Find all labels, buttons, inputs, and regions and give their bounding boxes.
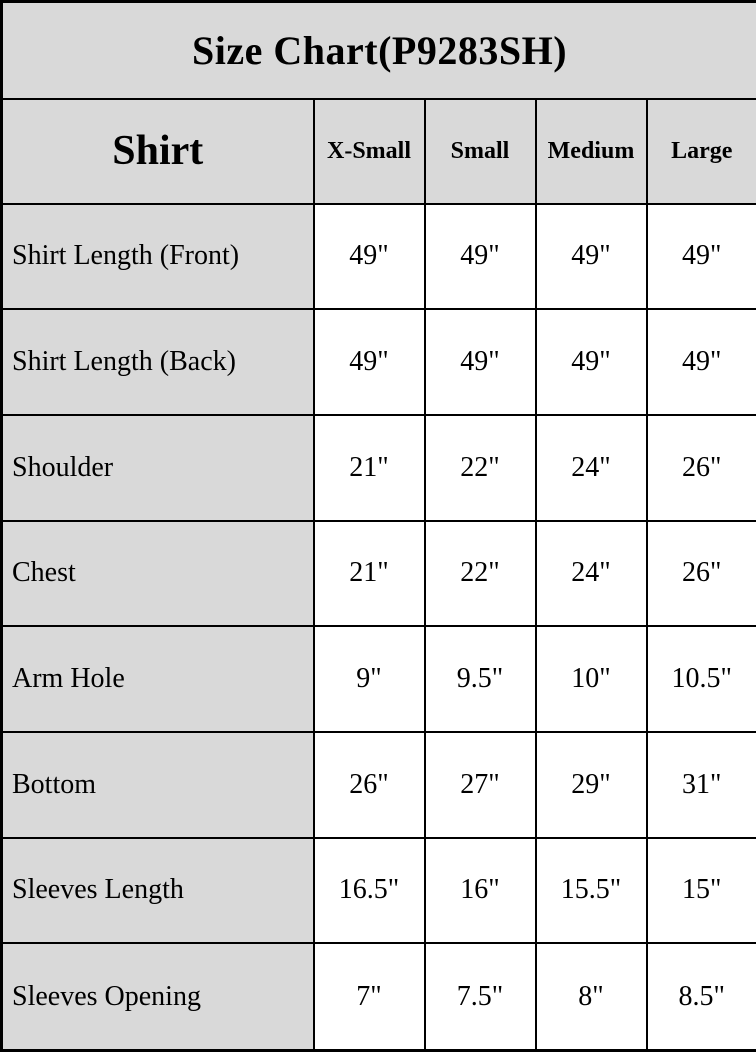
measurement-value: 8" <box>534 942 648 1052</box>
size-header-xsmall: X-Small <box>312 97 426 205</box>
measurement-label: Arm Hole <box>0 625 315 733</box>
header-row: Shirt X-Small Small Medium Large <box>0 97 756 205</box>
measurement-label: Shirt Length (Back) <box>0 308 315 416</box>
measurement-value: 49" <box>534 308 648 416</box>
measurement-value: 26" <box>312 730 426 839</box>
measurement-value: 22" <box>423 413 537 522</box>
measurement-value: 8.5" <box>645 942 756 1052</box>
measurement-value: 7.5" <box>423 942 537 1052</box>
table-row: Arm Hole 9" 9.5" 10" 10.5" <box>0 625 756 733</box>
table-row: Shirt Length (Front) 49" 49" 49" 49" <box>0 202 756 311</box>
measurement-label: Sleeves Opening <box>0 942 315 1052</box>
measurement-label: Chest <box>0 519 315 628</box>
measurement-label: Shirt Length (Front) <box>0 202 315 311</box>
size-header-large: Large <box>645 97 756 205</box>
measurement-value: 21" <box>312 413 426 522</box>
measurement-value: 24" <box>534 413 648 522</box>
size-header-medium: Medium <box>534 97 648 205</box>
measurement-value: 7" <box>312 942 426 1052</box>
product-name-header: Shirt <box>0 97 315 205</box>
measurement-value: 49" <box>423 202 537 311</box>
measurement-value: 27" <box>423 730 537 839</box>
measurement-value: 49" <box>645 308 756 416</box>
table-row: Shirt Length (Back) 49" 49" 49" 49" <box>0 308 756 416</box>
measurement-value: 26" <box>645 413 756 522</box>
measurement-value: 10.5" <box>645 625 756 733</box>
measurement-value: 22" <box>423 519 537 628</box>
measurement-label: Bottom <box>0 730 315 839</box>
measurement-value: 31" <box>645 730 756 839</box>
measurement-value: 29" <box>534 730 648 839</box>
measurement-value: 24" <box>534 519 648 628</box>
measurement-value: 49" <box>645 202 756 311</box>
table-row: Sleeves Opening 7" 7.5" 8" 8.5" <box>0 942 756 1052</box>
title-row: Size Chart(P9283SH) <box>0 0 756 100</box>
measurement-value: 49" <box>534 202 648 311</box>
table-row: Chest 21" 22" 24" 26" <box>0 519 756 628</box>
size-header-small: Small <box>423 97 537 205</box>
table-row: Bottom 26" 27" 29" 31" <box>0 730 756 839</box>
measurement-value: 9.5" <box>423 625 537 733</box>
measurement-value: 49" <box>312 202 426 311</box>
measurement-value: 21" <box>312 519 426 628</box>
measurement-label: Sleeves Length <box>0 836 315 945</box>
measurement-value: 16" <box>423 836 537 945</box>
measurement-value: 26" <box>645 519 756 628</box>
size-chart-title: Size Chart(P9283SH) <box>0 0 756 100</box>
measurement-value: 15" <box>645 836 756 945</box>
measurement-value: 49" <box>312 308 426 416</box>
measurement-label: Shoulder <box>0 413 315 522</box>
measurement-value: 15.5" <box>534 836 648 945</box>
table-row: Shoulder 21" 22" 24" 26" <box>0 413 756 522</box>
measurement-value: 16.5" <box>312 836 426 945</box>
measurement-value: 49" <box>423 308 537 416</box>
measurement-value: 9" <box>312 625 426 733</box>
table-row: Sleeves Length 16.5" 16" 15.5" 15" <box>0 836 756 945</box>
measurement-value: 10" <box>534 625 648 733</box>
